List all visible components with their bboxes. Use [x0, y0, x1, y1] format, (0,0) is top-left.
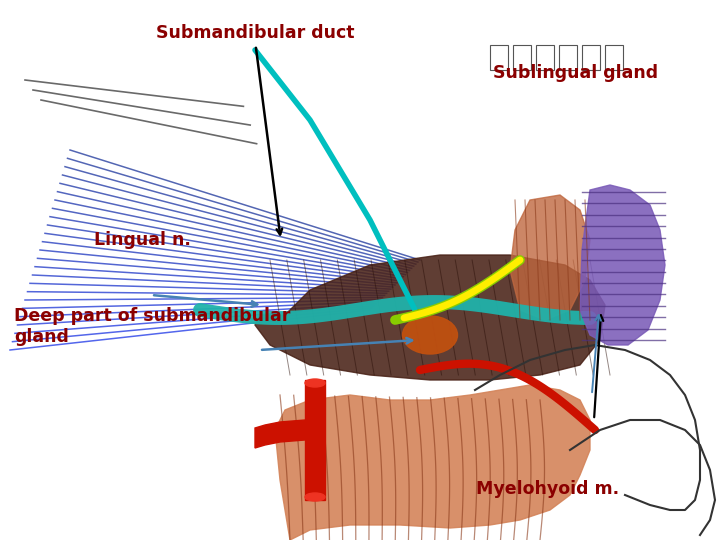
Text: Sublingual gland: Sublingual gland	[493, 64, 659, 82]
Ellipse shape	[305, 493, 325, 501]
Text: Myelohyoid m.: Myelohyoid m.	[476, 480, 618, 498]
Bar	[559, 45, 577, 70]
Bar	[490, 45, 508, 70]
Polygon shape	[305, 380, 325, 500]
Polygon shape	[275, 385, 590, 540]
Polygon shape	[580, 185, 665, 345]
Text: Submandibular duct: Submandibular duct	[156, 24, 355, 43]
Polygon shape	[255, 420, 305, 448]
Ellipse shape	[305, 379, 325, 387]
Bar	[582, 45, 600, 70]
Polygon shape	[510, 195, 590, 320]
Ellipse shape	[402, 316, 457, 354]
Bar	[536, 45, 554, 70]
Text: Lingual n.: Lingual n.	[94, 231, 191, 249]
Bar	[605, 45, 623, 70]
Bar	[513, 45, 531, 70]
Polygon shape	[255, 255, 605, 380]
Text: Deep part of submandibular
gland: Deep part of submandibular gland	[14, 307, 291, 346]
